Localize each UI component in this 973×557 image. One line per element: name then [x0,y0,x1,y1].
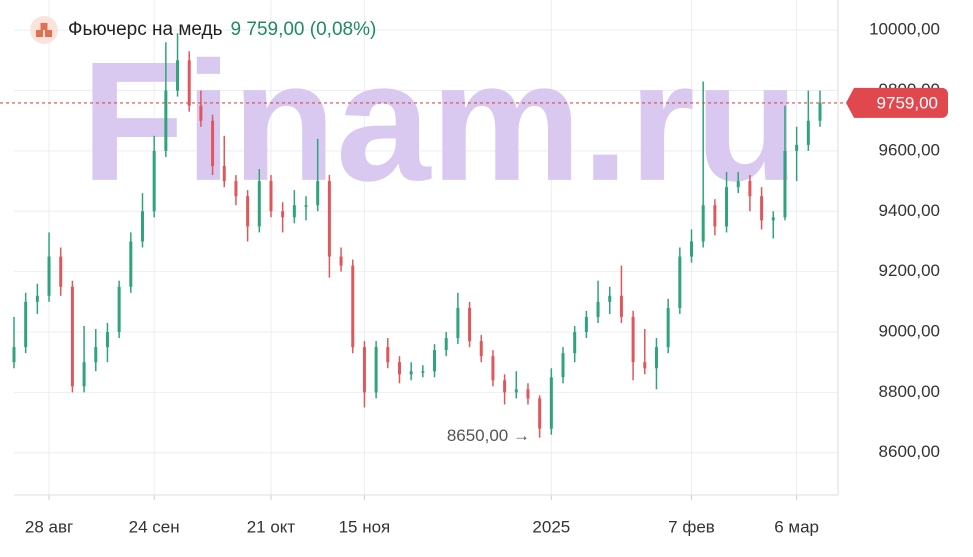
x-tick-label: 21 окт [247,517,296,536]
candle-body [596,301,600,317]
candle-body [549,377,553,429]
candle-body [339,256,343,266]
candle-body [187,60,191,106]
candle-body [397,362,401,375]
y-tick-label: 9400,00 [879,201,940,220]
instrument-name: Фьючерс на медь [68,19,223,40]
candle-body [327,181,331,257]
copper-icon [36,23,52,37]
candle-body [760,196,764,221]
candle-body [433,350,437,372]
y-tick-label: 9200,00 [879,261,940,280]
candle-body [654,347,658,369]
candle-body [176,60,180,91]
candle-body [631,316,635,363]
candle-body [468,307,472,342]
candle-body [725,187,729,227]
candle-body [316,181,320,206]
candle-body [561,353,565,378]
candle-body [409,371,413,375]
candle-body [129,241,133,287]
candle-body [479,341,483,357]
candle-body [806,120,810,145]
candle-body [94,347,98,363]
y-tick-label: 10000,00 [869,20,940,39]
y-tick-label: 8800,00 [879,382,940,401]
candle-body [211,120,215,167]
candle-body [514,389,518,393]
candle-body [795,144,799,151]
x-tick-label: 24 сен [129,517,180,536]
candle-body [771,217,775,221]
candle-body [362,347,366,393]
candle-body [117,286,121,333]
candle-body [35,295,39,302]
last-price-label: 9759,00 [877,93,938,112]
candle-body [678,256,682,308]
candle-body [164,90,168,151]
candle-body [491,356,495,381]
candle-body [386,347,390,363]
candle-body [573,332,577,354]
candle-body [281,211,285,218]
y-tick-label: 8600,00 [879,442,940,461]
header: Фьючерс на медь 9 759,00 (0,08%) [30,14,376,46]
candle-body [12,347,16,363]
candle-body [701,205,705,242]
candle-body [736,181,740,188]
candle-body [818,102,822,121]
candle-body [608,295,612,302]
candle-body [374,347,378,393]
x-tick-label: 28 авг [25,517,73,536]
x-tick-label: 15 ноя [339,517,391,536]
candle-body [713,205,717,227]
x-tick-label: 7 фев [668,517,715,536]
instrument-price: 9 759,00 (0,08%) [230,19,377,40]
candle-body [690,241,694,257]
candle-body [503,380,507,393]
y-tick-label: 9600,00 [879,140,940,159]
candle-body [234,181,238,197]
x-tick-label: 2025 [532,517,570,536]
candle-body [246,196,250,227]
x-tick-label: 6 мар [774,517,819,536]
candle-body [140,211,144,242]
candle-body [59,256,63,287]
candle-body [643,362,647,369]
candle-body [421,371,425,373]
instrument-icon [30,16,58,44]
candle-body [24,301,28,348]
annotation: 8650,00 → [447,426,530,445]
candle-body [269,181,273,212]
candle-body [538,398,542,429]
candle-body [222,166,226,182]
candle-body [70,286,74,387]
candle-body [82,362,86,387]
candle-body [351,265,355,348]
candle-body [456,307,460,339]
candle-body [304,205,308,207]
candle-body [47,256,51,296]
candle-body [444,338,448,351]
candle-body [199,105,203,121]
candle-body [292,205,296,218]
candle-body [666,307,670,348]
candle-body [152,150,156,212]
candle-body [257,181,261,227]
candle-body [584,316,588,333]
y-tick-label: 9000,00 [879,321,940,340]
candle-body [783,150,787,218]
candle-body [748,181,752,197]
candle-body [526,389,530,399]
candle-body [105,332,109,348]
last-price-tag [846,87,948,118]
candle-body [619,295,623,317]
